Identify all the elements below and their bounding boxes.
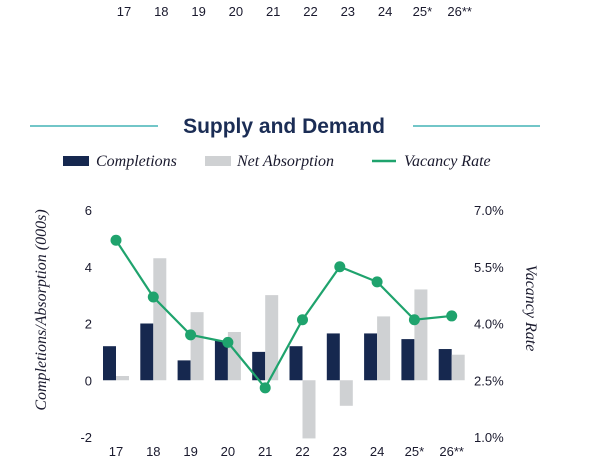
top-category-label: 21 [266, 4, 280, 19]
x-tick-label: 20 [221, 444, 235, 459]
completions-bar [252, 351, 266, 381]
x-tick-label: 26** [439, 444, 464, 459]
completions-bar [177, 360, 191, 381]
vacancy-rate-point [259, 382, 271, 394]
vacancy-rate-point [371, 276, 383, 288]
top-category-label: 19 [191, 4, 205, 19]
vacancy-rate-point [110, 234, 122, 246]
completions-bar [364, 333, 378, 381]
bars [103, 258, 465, 439]
legend-swatch-net-absorption [205, 156, 231, 166]
vacancy-rate-point [297, 314, 308, 326]
completions-bar [289, 346, 303, 381]
top-category-label: 17 [117, 4, 131, 19]
net-absorption-bar [377, 316, 391, 381]
net-absorption-bar [451, 354, 465, 381]
legend-net-absorption: Net Absorption [236, 153, 334, 170]
vacancy-rate-line [115, 239, 452, 390]
net-absorption-bar [116, 375, 129, 381]
left-tick-label: 0 [85, 373, 92, 388]
x-tick-label: 25* [405, 444, 425, 459]
net-absorption-bar [265, 295, 279, 381]
left-tick-label: 6 [85, 203, 92, 218]
net-absorption-bar [414, 289, 428, 381]
completions-bar [140, 323, 154, 381]
x-tick-label: 21 [258, 444, 272, 459]
vacancy-rate-point [446, 310, 458, 322]
vacancy-rate-point [147, 291, 159, 303]
completions-bar [326, 333, 340, 381]
left-axis-ticks: 6 4 2 0 -2 [80, 203, 92, 445]
completions-bar [438, 349, 452, 381]
x-tick-label: 19 [183, 444, 197, 459]
right-tick-label: 2.5% [474, 373, 504, 388]
left-tick-label: -2 [80, 430, 92, 445]
right-tick-label: 4.0% [474, 317, 504, 332]
vacancy-rate-point [185, 329, 197, 341]
right-axis-ticks: 7.0% 5.5% 4.0% 2.5% 1.0% [474, 203, 504, 445]
y2-axis-label: Vacancy Rate [522, 265, 539, 352]
left-tick-label: 2 [85, 317, 92, 332]
vacancy-rate-point [334, 261, 346, 273]
vacancy-rate-point [222, 336, 234, 348]
vacancy-rate-point [408, 314, 420, 326]
legend: Completions Net Absorption Vacancy Rate [63, 153, 491, 170]
vacancy-line [110, 234, 458, 394]
top-category-label: 20 [229, 4, 243, 19]
x-tick-label: 23 [333, 444, 347, 459]
x-tick-label: 22 [295, 444, 309, 459]
top-category-label: 22 [303, 4, 317, 19]
net-absorption-bar [190, 312, 204, 381]
top-category-label: 24 [378, 4, 392, 19]
top-category-label: 23 [341, 4, 355, 19]
left-tick-label: 4 [85, 260, 92, 275]
net-absorption-bar [339, 380, 353, 406]
net-absorption-bar [302, 380, 316, 439]
net-absorption-bar [153, 258, 167, 381]
x-axis-ticks: 17 18 19 20 21 22 23 24 25* 26** [109, 444, 464, 459]
right-tick-label: 1.0% [474, 430, 504, 445]
x-tick-label: 24 [370, 444, 384, 459]
legend-vacancy-rate: Vacancy Rate [404, 153, 491, 170]
legend-completions: Completions [96, 153, 177, 170]
top-category-label: 18 [154, 4, 168, 19]
completions-bar [214, 340, 228, 381]
y-axis-label: Completions/Absorption (000s) [33, 209, 50, 410]
top-category-label: 26** [447, 4, 472, 19]
top-category-label: 25* [413, 4, 433, 19]
x-tick-label: 18 [146, 444, 160, 459]
chart-title: Supply and Demand [183, 115, 385, 138]
legend-swatch-completions [63, 156, 89, 166]
completions-bar [401, 339, 415, 381]
completions-bar [103, 346, 116, 381]
right-tick-label: 7.0% [474, 203, 504, 218]
top-category-strip: 17 18 19 20 21 22 23 24 25* 26** [117, 4, 472, 19]
x-tick-label: 17 [109, 444, 123, 459]
right-tick-label: 5.5% [474, 260, 504, 275]
